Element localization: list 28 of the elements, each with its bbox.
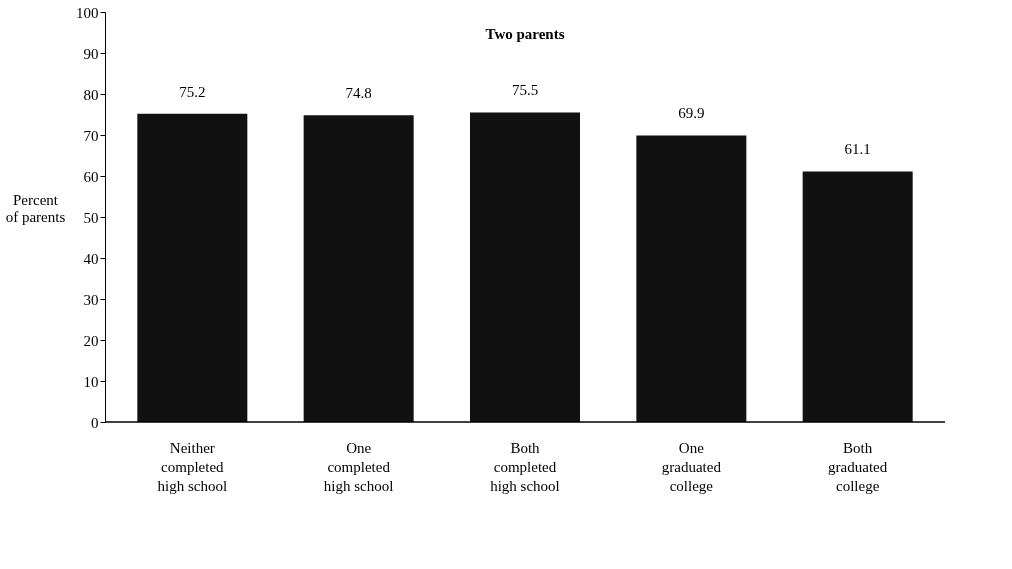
x-tick-label: Neither completed high school (157, 439, 228, 494)
x-tick-label: Both completed high school (490, 439, 560, 494)
y-axis-title: Percent of parents (5, 191, 66, 225)
y-tick-label: 60 (83, 168, 99, 185)
bar (802, 171, 913, 422)
y-tick-label: 80 (83, 86, 99, 103)
y-tick-label: 70 (83, 127, 99, 144)
data-label: 61.1 (844, 141, 871, 158)
x-tick-label: One graduated college (661, 439, 722, 494)
data-label: 75.5 (511, 82, 539, 99)
y-tick-label: 90 (83, 45, 99, 62)
y-tick-label: 50 (83, 209, 99, 226)
bar (470, 112, 580, 422)
data-label: 75.2 (179, 83, 206, 100)
bar (303, 115, 414, 422)
bar (636, 135, 747, 422)
x-tick-label: Both graduated college (828, 439, 888, 494)
data-label: 69.9 (678, 105, 705, 122)
text: Two parents (485, 26, 565, 42)
y-tick-label: 10 (83, 373, 99, 390)
y-tick-label: 30 (83, 291, 99, 308)
bar (137, 113, 248, 422)
data-label: 74.8 (345, 85, 372, 102)
x-tick-label: One completed high school (323, 439, 394, 494)
y-tick-label: 100 (76, 4, 99, 21)
y-tick-label: 40 (83, 250, 99, 267)
y-tick-label: 0 (91, 414, 99, 431)
y-tick-label: 20 (83, 332, 99, 349)
